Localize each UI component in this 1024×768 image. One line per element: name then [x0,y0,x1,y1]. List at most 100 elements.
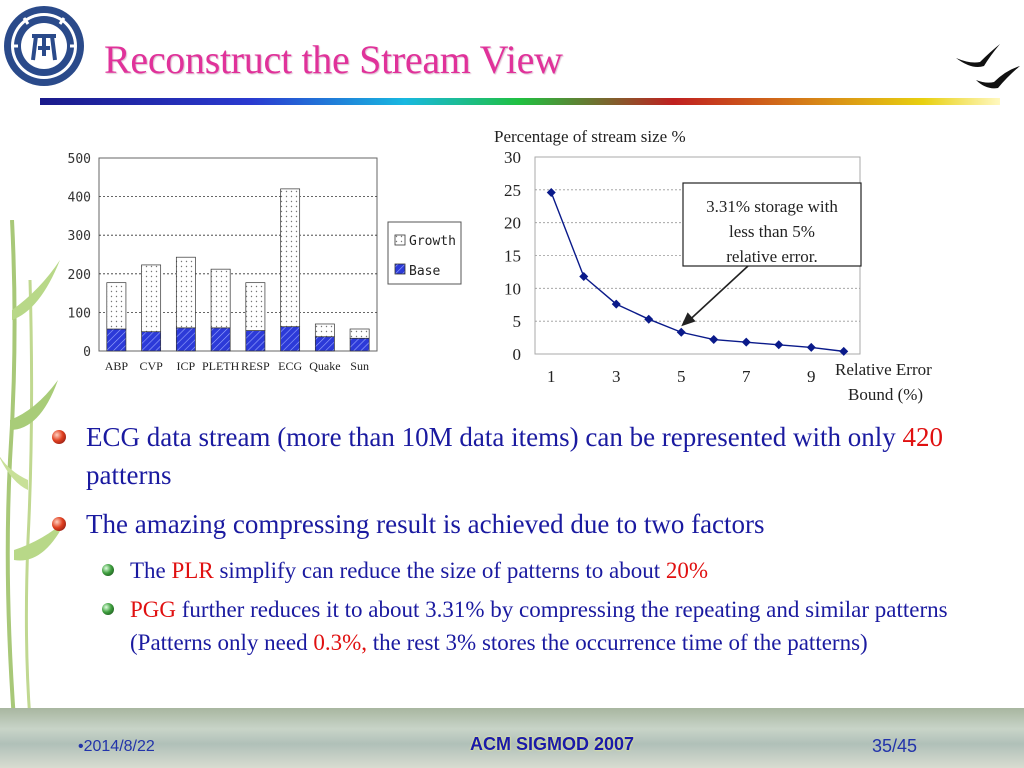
line-point [839,346,849,356]
bar-base-pleth [210,327,231,352]
bar-ytick-label: 200 [68,268,91,283]
line-point [611,299,621,309]
sub-bullet-2-percent: 0.3%, [313,630,367,655]
line-point [579,272,589,282]
bar-ytick-label: 400 [68,191,91,206]
line-ytick-label: 10 [504,279,521,298]
bar-base-ecg [280,326,301,352]
legend-base-label: Base [409,264,440,279]
bar-legend: Growth Base [387,221,462,285]
bar-base-quake [314,336,335,352]
line-ytick-label: 0 [513,345,522,364]
line-xtick-label: 7 [742,367,751,386]
bar-growth-cvp [141,264,162,333]
bar-base-abp [106,328,127,352]
title-divider [40,98,1000,105]
sub-bullet-1: The PLR simplify can reduce the size of … [50,554,980,587]
line-point [546,187,556,197]
line-point [741,337,751,347]
bar-growth-icp [175,256,196,329]
line-ytick-label: 25 [504,181,521,200]
bar-plot-area [98,157,378,352]
bar-xtick-label: Sun [350,359,369,373]
line-xtick-label: 3 [612,367,621,386]
annotation-arrowhead [681,312,696,327]
footer-date-text: 2014/8/22 [83,738,155,755]
bullet-1-text: ECG data stream (more than 10M data item… [86,422,903,452]
sub-bullet-1-text-mid: simplify can reduce the size of patterns… [213,558,666,583]
legend-growth-swatch [394,234,406,246]
bar-base-icp [175,327,196,352]
sub-bullet-2-pgg: PGG [130,597,177,622]
footer-landscape [0,708,1024,768]
bar-base-sun [349,337,370,352]
footer-conference: ACM SIGMOD 2007 [470,734,635,754]
bullet-list: ECG data stream (more than 10M data item… [50,418,980,665]
bullet-dot-icon [52,430,66,444]
sub-bullet-2-text-end: the rest 3% stores the occurrence time o… [367,630,868,655]
sub-bullet-1-plr: PLR [171,558,214,583]
sub-bullet-1-text: The [130,558,172,583]
bar-growth-resp [245,282,266,331]
bullet-1-text-end: patterns [86,460,172,490]
bar-xtick-label: Quake [309,359,340,373]
bullet-1: ECG data stream (more than 10M data item… [50,418,980,494]
legend-base-swatch [394,263,406,275]
sub-bullet-dot-icon [102,564,114,576]
bar-ytick-label: 300 [68,229,91,244]
bullet-dot-icon [52,517,66,531]
line-point [806,342,816,352]
birds-icon [956,44,1020,89]
series-line [550,192,844,353]
line-xlabel-line1: Relative Error [835,360,932,379]
line-xtick-label: 5 [677,367,686,386]
line-xtick-label: 9 [807,367,816,386]
line-xlabel-line2: Bound (%) [848,385,923,404]
sub-bullet-2: PGG further reduces it to about 3.31% by… [50,593,980,659]
line-ytick-label: 15 [504,247,521,266]
bar-xtick-label: ECG [278,359,302,373]
annotation-line-3: relative error. [726,247,818,266]
bar-xtick-label: ABP [105,359,129,373]
annotation-line-1: 3.31% storage with [706,197,838,216]
bar-growth-pleth [210,268,231,329]
bullet-2: The amazing compressing result is achiev… [50,505,980,543]
sub-bullet-2-text: further reduces it to about 3.31% by com… [130,597,948,655]
line-point [709,335,719,345]
bar-growth-ecg [280,188,301,328]
bar-growth-sun [349,328,370,339]
line-ytick-label: 30 [504,148,521,167]
footer-date: •2014/8/22 [78,738,155,755]
legend-growth-label: Growth [409,234,456,249]
bullet-1-highlight: 420 [902,422,944,452]
bar-xtick-label: PLETH [202,359,240,373]
bar-ytick-label: 0 [83,345,91,360]
bar-growth-abp [106,282,127,330]
sub-bullet-dot-icon [102,603,114,615]
annotation-line-2: less than 5% [729,222,815,241]
annotation-box: 3.31% storage with less than 5% relative… [682,182,862,267]
bar-xtick-label: ICP [177,359,196,373]
bar-ytick-label: 500 [68,152,91,167]
line-ytick-label: 20 [504,214,521,233]
line-point [644,314,654,324]
slide-title: Reconstruct the Stream View [104,37,563,82]
bamboo-decoration [0,220,66,720]
line-point [676,327,686,337]
sub-bullet-1-percent: 20% [665,558,709,583]
line-ylabel: Percentage of stream size % [494,127,686,146]
bar-base-resp [245,330,266,352]
bar-ytick-label: 100 [68,306,91,321]
line-point [774,340,784,350]
line-ytick-label: 5 [513,312,522,331]
bar-growth-quake [314,323,335,338]
annotation-arrow [688,265,749,321]
bar-xtick-label: RESP [241,359,270,373]
footer-page-number: 35/45 [872,736,918,756]
bullet-2-text: The amazing compressing result is achiev… [86,509,765,539]
bar-xtick-label: CVP [139,359,163,373]
line-chart: Percentage of stream size % 051015202530… [494,127,932,404]
line-xtick-label: 1 [547,367,556,386]
bar-base-cvp [141,331,162,352]
university-logo [4,6,84,86]
